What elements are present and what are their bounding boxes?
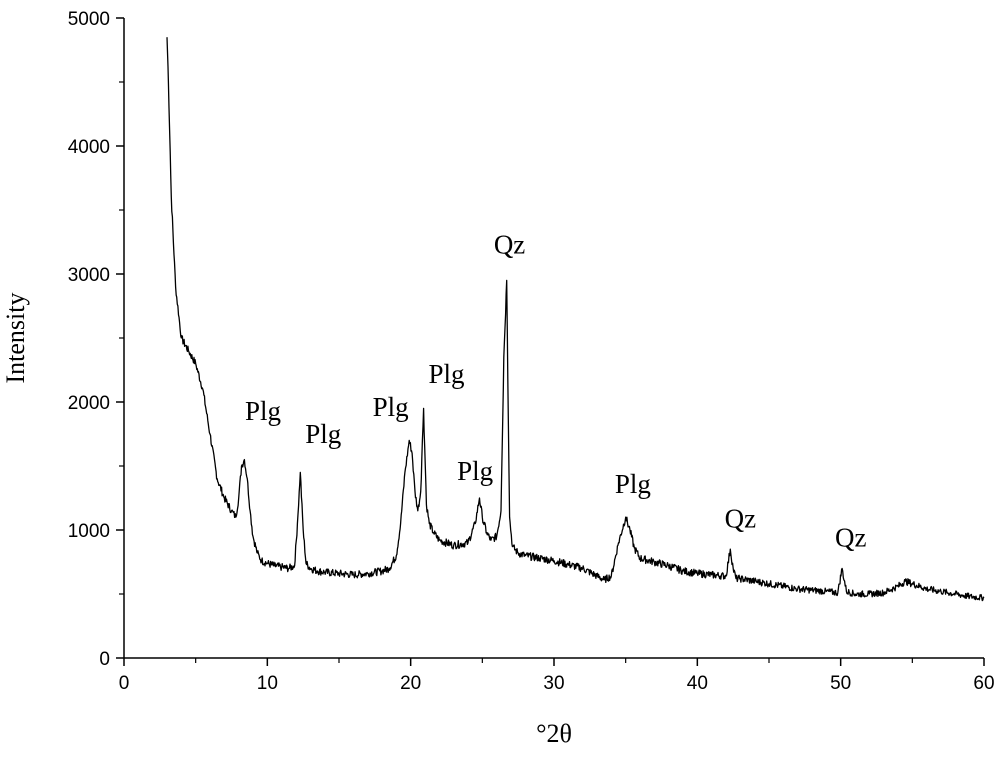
- y-tick-label: 4000: [68, 137, 110, 158]
- y-tick-label: 1000: [68, 521, 110, 542]
- peak-annotation: Plg: [615, 469, 651, 499]
- x-axis-title: °2θ: [536, 719, 572, 748]
- x-tick-label: 50: [830, 673, 851, 694]
- peak-annotation: Qz: [725, 503, 756, 533]
- series-line: [166, 37, 985, 602]
- y-tick-label: 5000: [68, 9, 110, 30]
- x-tick-label: 10: [257, 673, 278, 694]
- x-tick-label: 40: [687, 673, 708, 694]
- x-tick-label: 60: [973, 673, 994, 694]
- y-ticks: 0 1000 2000 3000 4000 5000: [68, 9, 124, 670]
- x-tick-label: 30: [543, 673, 564, 694]
- y-tick-label: 3000: [68, 265, 110, 286]
- peak-annotation: Plg: [457, 456, 493, 486]
- y-tick-label: 0: [99, 649, 110, 670]
- peak-annotation: Plg: [245, 396, 281, 426]
- annotations: Plg Plg Plg Plg Plg Qz Plg Qz Qz: [245, 230, 866, 553]
- peak-annotation: Plg: [428, 359, 464, 389]
- peak-annotation: Plg: [305, 419, 341, 449]
- peak-annotation: Qz: [494, 230, 525, 260]
- peak-annotation: Qz: [835, 523, 866, 553]
- y-tick-label: 2000: [68, 393, 110, 414]
- y-axis-title: Intensity: [1, 293, 30, 384]
- x-tick-label: 20: [400, 673, 421, 694]
- x-ticks: 0 10 20 30 40 50 60: [119, 658, 995, 694]
- x-tick-label: 0: [119, 673, 130, 694]
- peak-annotation: Plg: [373, 392, 409, 422]
